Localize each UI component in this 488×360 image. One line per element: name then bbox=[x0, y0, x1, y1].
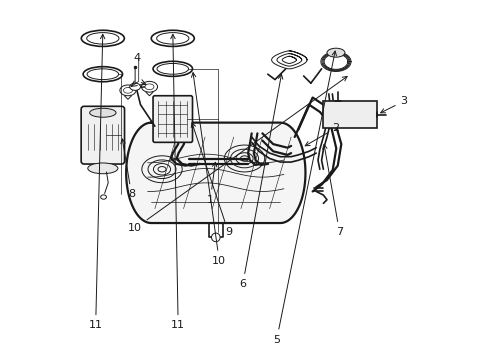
Text: 8: 8 bbox=[121, 139, 135, 199]
Text: 7: 7 bbox=[322, 144, 343, 237]
Text: 11: 11 bbox=[170, 34, 185, 330]
Ellipse shape bbox=[144, 84, 154, 90]
Ellipse shape bbox=[141, 81, 157, 92]
Text: 2: 2 bbox=[305, 123, 339, 146]
FancyBboxPatch shape bbox=[81, 106, 124, 164]
Text: 10: 10 bbox=[191, 73, 226, 266]
Text: 4: 4 bbox=[133, 53, 140, 63]
Circle shape bbox=[211, 233, 220, 242]
Ellipse shape bbox=[151, 30, 194, 46]
Ellipse shape bbox=[157, 63, 188, 74]
FancyBboxPatch shape bbox=[153, 96, 192, 142]
Text: 10: 10 bbox=[128, 76, 346, 233]
Text: 3: 3 bbox=[380, 96, 407, 113]
Text: 1: 1 bbox=[206, 162, 217, 205]
Ellipse shape bbox=[101, 195, 106, 199]
Ellipse shape bbox=[326, 48, 344, 57]
Text: 5: 5 bbox=[273, 51, 336, 345]
Ellipse shape bbox=[129, 83, 140, 90]
Ellipse shape bbox=[81, 30, 124, 46]
FancyBboxPatch shape bbox=[323, 101, 376, 128]
Polygon shape bbox=[126, 123, 305, 223]
Text: 11: 11 bbox=[88, 34, 104, 330]
Ellipse shape bbox=[156, 33, 188, 44]
Text: 9: 9 bbox=[191, 123, 231, 237]
Ellipse shape bbox=[83, 67, 122, 82]
Ellipse shape bbox=[153, 61, 192, 76]
Ellipse shape bbox=[86, 33, 119, 44]
Ellipse shape bbox=[89, 108, 116, 117]
Ellipse shape bbox=[87, 69, 119, 80]
Ellipse shape bbox=[88, 163, 118, 174]
Ellipse shape bbox=[123, 87, 132, 93]
Ellipse shape bbox=[120, 85, 136, 96]
Text: 6: 6 bbox=[239, 75, 282, 289]
